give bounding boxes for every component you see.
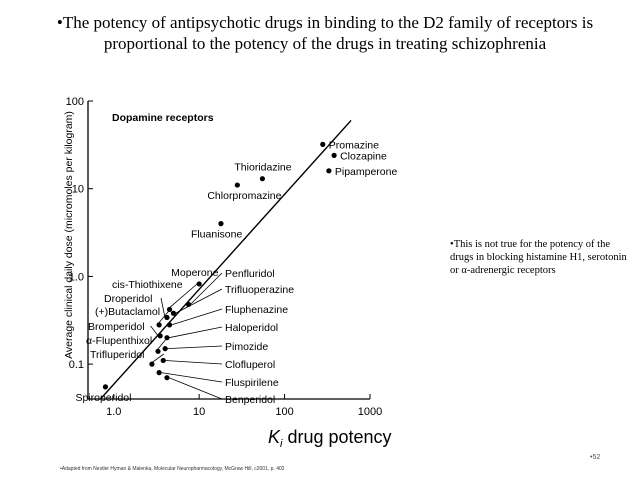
data-point [196, 281, 202, 287]
point-label: Pimozide [225, 341, 268, 353]
leader-line [167, 283, 198, 310]
x-axis-label: Ki drug potency [268, 427, 392, 450]
x-tick-label: 100 [275, 406, 293, 418]
slide-title: •The potency of antipsychotic drugs in b… [40, 12, 610, 54]
point-label: Clozapine [340, 150, 387, 162]
point-label: Spiroperidol [75, 392, 131, 404]
y-tick-label: 10 [72, 184, 84, 196]
point-label: cis-Thiothixene [112, 279, 183, 291]
point-label: Droperidol [104, 293, 152, 305]
y-axis-label: Average clinical daily dose (micromoles … [63, 111, 75, 359]
data-point [170, 310, 177, 316]
data-point [234, 182, 240, 188]
side-note: •This is not true for the potency of the… [450, 238, 630, 277]
point-label: Benperidol [225, 394, 275, 406]
data-point [164, 375, 170, 381]
data-point [156, 369, 162, 376]
trend-line [99, 119, 352, 400]
data-point [166, 306, 173, 313]
x-tick-label: 10 [193, 406, 205, 418]
leader-line [190, 272, 223, 305]
data-point [331, 152, 337, 158]
note-bullet: • [450, 239, 454, 250]
leader-line [167, 345, 223, 350]
data-point [166, 322, 173, 328]
leader-line [168, 326, 223, 339]
x-tick-label: 1.0 [106, 406, 121, 418]
point-label: Moperone [171, 267, 218, 279]
leader-line [175, 288, 223, 314]
point-label: Fluspirilene [225, 377, 279, 389]
y-tick-label: 0.1 [69, 359, 84, 371]
data-point [149, 361, 155, 367]
source-footnote: •Adapted from Nestler Hyman & Malenka, M… [60, 466, 285, 472]
data-point [326, 168, 332, 174]
leader-line [149, 353, 165, 365]
title-bullet: • [56, 13, 63, 32]
data-point [160, 357, 166, 364]
pagenum-text: 52 [592, 454, 601, 461]
point-label: Haloperidol [225, 322, 278, 334]
data-point [164, 335, 170, 341]
point-label: α-Flupenthixol [86, 335, 152, 347]
point-label: Bromperidol [88, 321, 145, 333]
leader-line [161, 372, 223, 383]
y-tick-label: 100 [66, 96, 84, 108]
x-tick-label: 1000 [358, 406, 382, 418]
point-label: Trifluperidol [90, 349, 144, 361]
page-number: •52 [590, 454, 600, 461]
data-point [164, 314, 170, 321]
data-point [218, 220, 224, 227]
footer-text: Adapted from Nestler Hyman & Malenka, Mo… [61, 466, 285, 472]
note-text: This is not true for the potency of the … [450, 239, 627, 276]
point-label: Penfluridol [225, 268, 275, 280]
data-point [320, 141, 326, 147]
data-point [259, 176, 265, 182]
point-label: Chlorpromazine [207, 190, 281, 202]
y-tick-label: 1.0 [69, 271, 84, 283]
leader-line [150, 325, 159, 337]
leader-line [156, 310, 170, 326]
point-label: Fluphenazine [225, 304, 288, 316]
leader-line [171, 308, 223, 326]
chart-title: Dopamine receptors [112, 112, 214, 124]
data-point [102, 384, 109, 390]
leader-line [160, 297, 166, 318]
point-label: Thioridazine [234, 162, 291, 174]
data-point [157, 333, 163, 339]
title-text: The potency of antipsychotic drugs in bi… [62, 13, 594, 53]
point-label: (+)Butaclamol [95, 306, 160, 318]
leader-line [168, 377, 223, 400]
point-label: Trifluoperazine [225, 284, 294, 296]
point-label: Fluanisone [191, 229, 243, 241]
pagenum-bullet: • [590, 454, 593, 461]
data-point [162, 346, 168, 352]
point-label: Clofluperol [225, 359, 275, 371]
point-label: Promazine [329, 139, 379, 151]
point-label: Pipamperone [335, 166, 398, 178]
footer-bullet: • [60, 466, 62, 472]
leader-line [155, 339, 166, 352]
leader-line [165, 360, 223, 365]
